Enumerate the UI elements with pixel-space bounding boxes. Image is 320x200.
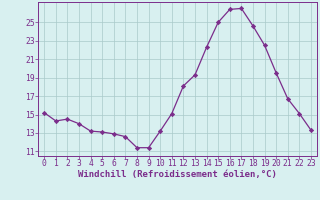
X-axis label: Windchill (Refroidissement éolien,°C): Windchill (Refroidissement éolien,°C) xyxy=(78,170,277,179)
